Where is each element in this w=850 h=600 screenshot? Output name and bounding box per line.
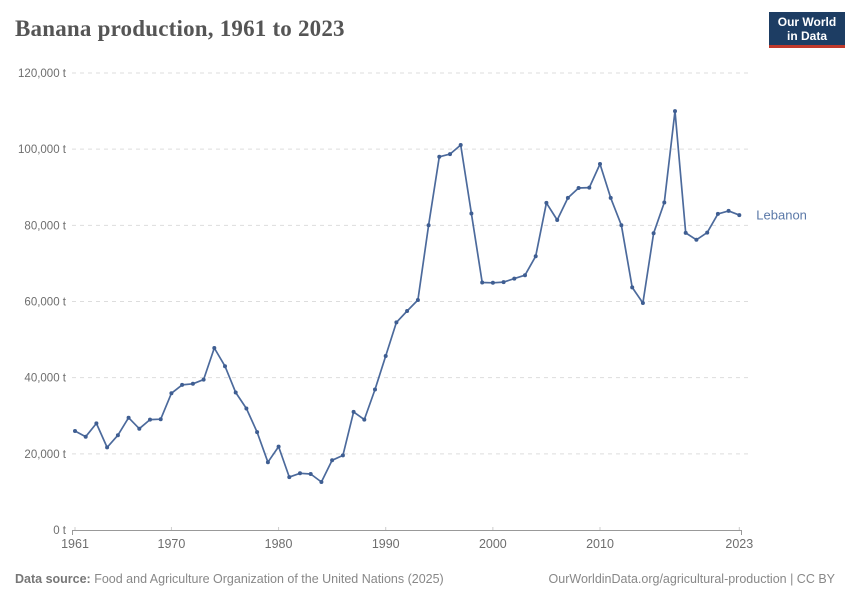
data-point bbox=[287, 475, 292, 480]
data-point bbox=[458, 143, 463, 147]
data-point bbox=[276, 444, 281, 449]
data-point bbox=[662, 200, 667, 205]
data-point bbox=[223, 364, 227, 369]
data-point bbox=[415, 298, 420, 302]
data-point bbox=[640, 301, 645, 305]
data-point bbox=[437, 154, 442, 159]
data-point bbox=[426, 223, 431, 228]
data-point bbox=[394, 320, 399, 325]
data-point bbox=[448, 152, 452, 157]
owid-footer-link[interactable]: OurWorldinData.org/agricultural-producti… bbox=[548, 572, 835, 586]
data-point bbox=[501, 280, 506, 285]
owid-logo-line2: in Data bbox=[786, 28, 827, 43]
data-point bbox=[490, 280, 495, 285]
data-point bbox=[651, 231, 656, 236]
x-axis bbox=[72, 527, 742, 535]
data-point bbox=[308, 472, 313, 476]
data-point bbox=[608, 195, 613, 200]
data-point bbox=[265, 460, 270, 465]
x-tick-label: 2010 bbox=[586, 537, 614, 551]
series-points bbox=[73, 109, 742, 484]
series-line bbox=[74, 110, 741, 483]
data-point bbox=[383, 354, 388, 358]
data-point bbox=[373, 387, 377, 392]
x-axis-labels: 1961 1970 1980 1990 2000 2010 2023 bbox=[61, 537, 753, 551]
data-point bbox=[105, 445, 110, 450]
data-point bbox=[255, 430, 260, 435]
y-tick-label: 0 t bbox=[53, 525, 67, 537]
data-point bbox=[737, 213, 742, 218]
data-point bbox=[523, 273, 527, 278]
data-point bbox=[340, 453, 345, 458]
y-tick-label: 20,000 t bbox=[24, 449, 66, 461]
data-point bbox=[73, 429, 77, 433]
x-tick-label: 2023 bbox=[725, 537, 753, 551]
data-point bbox=[705, 230, 710, 235]
x-tick-label: 1980 bbox=[265, 537, 293, 551]
x-tick-label: 1961 bbox=[61, 537, 89, 551]
data-point bbox=[598, 162, 602, 166]
y-tick-label: 40,000 t bbox=[24, 373, 66, 385]
owid-logo-line1: Our World bbox=[777, 14, 837, 29]
data-point bbox=[180, 382, 185, 387]
line-chart: 0 t 20,000 t 40,000 t 60,000 t 80,000 t 100,0… bbox=[18, 68, 807, 551]
data-point bbox=[587, 185, 592, 190]
y-tick-label: 100,000 t bbox=[18, 144, 67, 156]
data-point bbox=[244, 406, 249, 411]
data-point bbox=[469, 211, 474, 216]
data-point bbox=[715, 211, 720, 216]
data-point bbox=[694, 237, 699, 242]
data-point bbox=[94, 421, 99, 426]
y-tick-label: 80,000 t bbox=[24, 220, 66, 232]
data-point bbox=[201, 377, 206, 382]
y-tick-label: 120,000 t bbox=[18, 68, 67, 80]
data-point bbox=[137, 426, 142, 431]
x-tick-label: 1990 bbox=[372, 537, 400, 551]
data-point bbox=[555, 218, 560, 222]
data-source-label: Data source: bbox=[15, 572, 91, 586]
chart-title: Banana production, 1961 to 2023 bbox=[15, 16, 345, 41]
data-point bbox=[190, 381, 195, 386]
data-point bbox=[233, 390, 238, 395]
data-point bbox=[330, 458, 335, 463]
data-point bbox=[565, 195, 570, 200]
y-axis-labels: 0 t 20,000 t 40,000 t 60,000 t 80,000 t 100,0… bbox=[18, 68, 67, 537]
data-point bbox=[362, 417, 367, 422]
chart-footer: Data source: Food and Agriculture Organi… bbox=[15, 572, 835, 586]
data-point bbox=[405, 309, 410, 313]
x-tick-label: 2000 bbox=[479, 537, 507, 551]
data-point bbox=[148, 417, 152, 422]
data-point bbox=[158, 417, 163, 422]
data-point bbox=[673, 109, 677, 114]
data-point bbox=[683, 230, 688, 235]
data-point bbox=[83, 434, 88, 439]
data-point bbox=[319, 480, 324, 484]
data-point bbox=[630, 285, 635, 290]
data-point bbox=[544, 200, 549, 205]
data-point bbox=[533, 254, 538, 259]
data-point bbox=[619, 223, 624, 228]
data-point bbox=[351, 409, 356, 414]
data-point bbox=[169, 391, 174, 396]
data-point bbox=[576, 186, 581, 190]
data-point bbox=[298, 471, 302, 476]
data-point bbox=[480, 280, 485, 285]
gridlines bbox=[72, 72, 748, 455]
data-point bbox=[212, 346, 217, 350]
series-label-lebanon[interactable]: Lebanon bbox=[756, 208, 807, 223]
data-point bbox=[126, 415, 131, 420]
data-source-value: Food and Agriculture Organization of the… bbox=[90, 572, 444, 586]
data-point bbox=[115, 433, 120, 438]
data-source-text: Data source: Food and Agriculture Organi… bbox=[15, 572, 444, 586]
y-tick-label: 60,000 t bbox=[24, 297, 66, 309]
x-tick-label: 1970 bbox=[158, 537, 186, 551]
data-point bbox=[512, 276, 517, 281]
owid-logo[interactable]: Our World in Data bbox=[769, 12, 845, 48]
data-point bbox=[726, 208, 731, 213]
